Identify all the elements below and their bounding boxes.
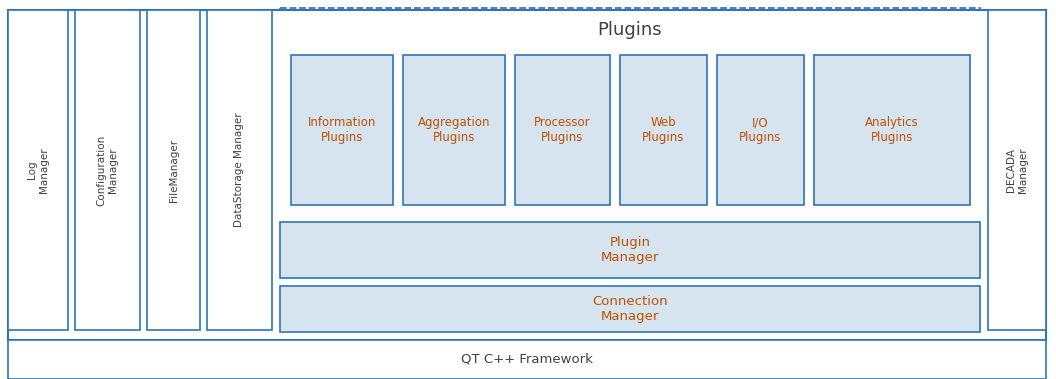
Text: I/O
Plugins: I/O Plugins	[739, 116, 781, 144]
Bar	[280, 222, 980, 278]
Bar	[207, 10, 272, 330]
Bar	[8, 10, 68, 330]
Bar	[814, 55, 970, 205]
Text: FileManager: FileManager	[169, 138, 178, 202]
Text: Processor
Plugins: Processor Plugins	[534, 116, 590, 144]
Bar	[515, 55, 610, 205]
Text: Configuration
Manager: Configuration Manager	[97, 135, 118, 206]
Text: Plugins: Plugins	[598, 21, 662, 39]
Bar	[8, 340, 1046, 379]
Text: Web
Plugins: Web Plugins	[642, 116, 684, 144]
Bar	[8, 10, 1046, 340]
Text: DECADA
Manager: DECADA Manager	[1006, 147, 1027, 193]
Text: Connection
Manager: Connection Manager	[592, 295, 667, 323]
Text: Analytics
Plugins: Analytics Plugins	[865, 116, 919, 144]
Bar	[988, 10, 1046, 330]
Bar	[403, 55, 505, 205]
Text: Aggregation
Plugins: Aggregation Plugins	[418, 116, 490, 144]
Text: Information
Plugins: Information Plugins	[307, 116, 376, 144]
Text: Log
Manager: Log Manager	[27, 147, 49, 193]
Bar	[147, 10, 200, 330]
Bar	[291, 55, 393, 205]
Text: Plugin
Manager: Plugin Manager	[601, 236, 659, 264]
Bar	[717, 55, 804, 205]
Bar	[280, 8, 980, 215]
Bar	[620, 55, 708, 205]
Bar	[280, 286, 980, 332]
Bar	[75, 10, 140, 330]
Text: QT C++ Framework: QT C++ Framework	[461, 353, 592, 366]
Text: DataStorage Manager: DataStorage Manager	[234, 113, 245, 227]
